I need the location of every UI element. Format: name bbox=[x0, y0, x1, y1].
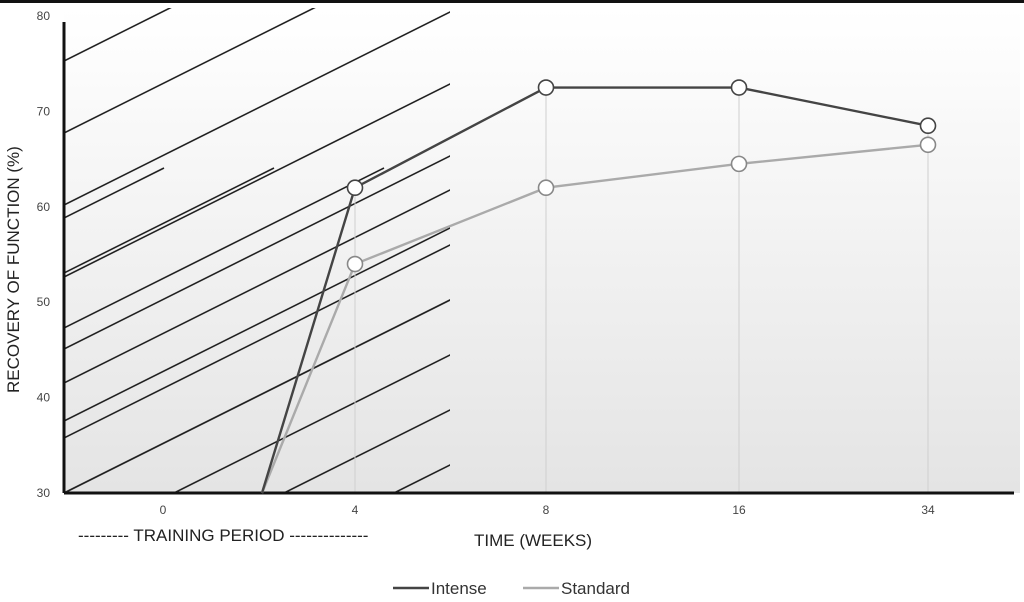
data-point bbox=[919, 117, 937, 135]
x-tick-labels: 0 4 8 16 34 bbox=[160, 503, 935, 517]
x-axis-title: TIME (WEEKS) bbox=[474, 531, 592, 550]
series-intense bbox=[260, 79, 937, 494]
y-tick-label: 60 bbox=[37, 200, 51, 214]
x-tick-label: 16 bbox=[732, 503, 746, 517]
y-tick-labels: 30 40 50 60 70 80 bbox=[37, 9, 51, 500]
hatch-line bbox=[64, 8, 316, 134]
y-tick-label: 50 bbox=[37, 295, 51, 309]
series-standard bbox=[260, 136, 937, 494]
series-group bbox=[260, 79, 937, 494]
hatch-line bbox=[64, 189, 450, 384]
data-point bbox=[346, 255, 364, 273]
y-tick-label: 40 bbox=[37, 391, 51, 405]
training-period-label: --------- TRAINING PERIOD -------------- bbox=[78, 526, 368, 545]
hatch-line bbox=[64, 227, 450, 422]
hatch-line bbox=[64, 155, 450, 350]
data-point bbox=[537, 179, 555, 197]
data-point bbox=[919, 136, 937, 154]
top-border bbox=[0, 0, 1024, 3]
legend-item-intense: Intense bbox=[393, 579, 487, 598]
x-tick-label: 4 bbox=[352, 503, 359, 517]
data-point bbox=[346, 179, 364, 197]
hatch-line bbox=[64, 167, 385, 329]
y-tick-label: 70 bbox=[37, 104, 51, 118]
hatch-line bbox=[64, 11, 450, 206]
data-point bbox=[537, 79, 555, 96]
legend-item-standard: Standard bbox=[523, 579, 630, 598]
x-tick-label: 8 bbox=[543, 503, 550, 517]
hatch-line bbox=[64, 83, 450, 278]
data-point bbox=[730, 79, 748, 96]
hatch-line bbox=[64, 299, 450, 493]
x-tick-label: 0 bbox=[160, 503, 167, 517]
legend-label: Standard bbox=[561, 579, 630, 598]
hatch-line bbox=[64, 167, 275, 274]
y-tick-label: 80 bbox=[37, 9, 51, 23]
data-point bbox=[730, 155, 748, 173]
training-period-hatching bbox=[64, 8, 450, 493]
hatch-line bbox=[173, 354, 450, 493]
legend: Intense Standard bbox=[393, 579, 630, 598]
y-axis-title: RECOVERY OF FUNCTION (%) bbox=[4, 146, 23, 393]
x-tick-label: 34 bbox=[921, 503, 935, 517]
hatch-line bbox=[64, 244, 450, 439]
legend-label: Intense bbox=[431, 579, 487, 598]
hatch-line bbox=[283, 409, 450, 493]
y-tick-label: 30 bbox=[37, 486, 51, 500]
